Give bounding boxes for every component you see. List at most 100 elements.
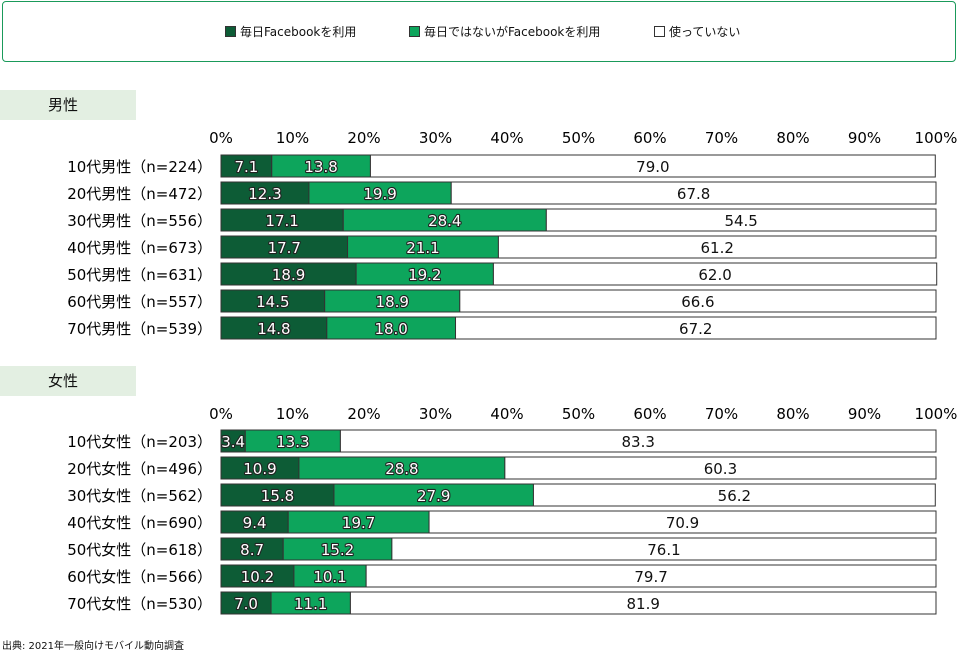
data-label: 13.8 bbox=[304, 158, 337, 176]
x-tick-label: 0% bbox=[209, 405, 233, 423]
category-label: 20代女性（n=496） bbox=[67, 460, 212, 478]
data-label: 67.2 bbox=[679, 320, 712, 338]
data-label: 10.1 bbox=[313, 568, 346, 586]
x-tick-label: 60% bbox=[633, 129, 666, 147]
data-label: 18.9 bbox=[272, 266, 305, 284]
bar-segment bbox=[391, 537, 937, 561]
data-label: 66.6 bbox=[681, 293, 714, 311]
data-label: 28.8 bbox=[385, 460, 418, 478]
data-label: 81.9 bbox=[627, 595, 660, 613]
data-label: 83.3 bbox=[621, 433, 654, 451]
category-label: 70代男性（n=539） bbox=[67, 320, 212, 338]
data-label: 12.3 bbox=[248, 185, 281, 203]
bar-segment bbox=[365, 564, 937, 588]
legend: 毎日Facebookを利用 毎日ではないがFacebookを利用 使っていない bbox=[2, 1, 956, 62]
panel-label-female: 女性 bbox=[0, 366, 136, 396]
category-label: 30代女性（n=562） bbox=[67, 487, 212, 505]
x-tick-label: 10% bbox=[276, 405, 309, 423]
x-tick-label: 60% bbox=[633, 405, 666, 423]
category-label: 50代女性（n=618） bbox=[67, 541, 212, 559]
x-tick-label: 70% bbox=[705, 129, 738, 147]
data-label: 17.1 bbox=[265, 212, 298, 230]
x-tick-label: 30% bbox=[419, 129, 452, 147]
legend-swatch-not-daily bbox=[409, 26, 420, 37]
x-tick-label: 90% bbox=[848, 129, 881, 147]
data-label: 15.8 bbox=[261, 487, 294, 505]
category-label: 60代男性（n=557） bbox=[67, 293, 212, 311]
legend-swatch-daily bbox=[225, 26, 236, 37]
bar-segment bbox=[450, 181, 937, 205]
data-label: 19.7 bbox=[342, 514, 375, 532]
category-label: 40代男性（n=673） bbox=[67, 239, 212, 257]
legend-label-not-used: 使っていない bbox=[669, 25, 741, 39]
data-label: 76.1 bbox=[647, 541, 680, 559]
x-tick-label: 70% bbox=[705, 405, 738, 423]
bar-segment bbox=[455, 316, 937, 340]
data-label: 7.1 bbox=[234, 158, 258, 176]
x-tick-label: 80% bbox=[776, 405, 809, 423]
data-label: 13.3 bbox=[276, 433, 309, 451]
data-label: 79.0 bbox=[636, 158, 669, 176]
x-tick-label: 30% bbox=[419, 405, 452, 423]
bar-segment bbox=[497, 235, 937, 259]
data-label: 27.9 bbox=[417, 487, 450, 505]
data-label: 60.3 bbox=[704, 460, 737, 478]
x-tick-label: 100% bbox=[915, 129, 958, 147]
bar-segment bbox=[349, 591, 937, 615]
x-tick-label: 20% bbox=[347, 405, 380, 423]
x-tick-label: 90% bbox=[848, 405, 881, 423]
data-label: 79.7 bbox=[634, 568, 667, 586]
x-tick-label: 10% bbox=[276, 129, 309, 147]
legend-swatch-not-used bbox=[654, 26, 665, 37]
data-label: 67.8 bbox=[677, 185, 710, 203]
data-label: 3.4 bbox=[221, 433, 245, 451]
bar-segment bbox=[369, 154, 936, 178]
bar-segment bbox=[459, 289, 937, 313]
legend-label-not-daily: 毎日ではないがFacebookを利用 bbox=[424, 25, 601, 39]
legend-item-not-used: 使っていない bbox=[654, 25, 740, 39]
data-label: 14.5 bbox=[256, 293, 289, 311]
category-label: 40代女性（n=690） bbox=[67, 514, 212, 532]
data-label: 61.2 bbox=[701, 239, 734, 257]
data-label: 10.9 bbox=[243, 460, 276, 478]
panel-label-male: 男性 bbox=[0, 90, 136, 120]
data-label: 54.5 bbox=[724, 212, 757, 230]
category-label: 50代男性（n=631） bbox=[67, 266, 212, 284]
x-tick-label: 80% bbox=[776, 129, 809, 147]
category-label: 10代男性（n=224） bbox=[67, 158, 212, 176]
legend-item-not-daily: 毎日ではないがFacebookを利用 bbox=[409, 25, 600, 39]
data-label: 18.9 bbox=[376, 293, 409, 311]
x-tick-label: 20% bbox=[347, 129, 380, 147]
data-label: 56.2 bbox=[718, 487, 751, 505]
bar-segment bbox=[504, 456, 937, 480]
data-label: 7.0 bbox=[234, 595, 258, 613]
category-label: 10代女性（n=203） bbox=[67, 433, 212, 451]
data-label: 19.2 bbox=[408, 266, 441, 284]
data-label: 70.9 bbox=[666, 514, 699, 532]
x-tick-label: 100% bbox=[915, 405, 958, 423]
category-label: 70代女性（n=530） bbox=[67, 595, 212, 613]
data-label: 17.7 bbox=[268, 239, 301, 257]
bar-segment bbox=[492, 262, 938, 286]
bar-segment bbox=[532, 483, 936, 507]
data-label: 10.2 bbox=[241, 568, 274, 586]
data-label: 11.1 bbox=[294, 595, 327, 613]
x-tick-label: 0% bbox=[209, 129, 233, 147]
bar-segment bbox=[428, 510, 937, 534]
x-tick-label: 50% bbox=[562, 405, 595, 423]
data-label: 28.4 bbox=[428, 212, 461, 230]
bar-segment bbox=[545, 208, 937, 232]
data-label: 8.7 bbox=[240, 541, 264, 559]
data-label: 62.0 bbox=[698, 266, 731, 284]
data-label: 15.2 bbox=[321, 541, 354, 559]
x-tick-label: 40% bbox=[490, 129, 523, 147]
x-tick-label: 50% bbox=[562, 129, 595, 147]
category-label: 30代男性（n=556） bbox=[67, 212, 212, 230]
source-note: 出典: 2021年一般向けモバイル動向調査 bbox=[2, 641, 184, 652]
category-label: 60代女性（n=566） bbox=[67, 568, 212, 586]
category-label: 20代男性（n=472） bbox=[67, 185, 212, 203]
x-tick-label: 40% bbox=[490, 405, 523, 423]
data-label: 18.0 bbox=[374, 320, 407, 338]
legend-label-daily: 毎日Facebookを利用 bbox=[240, 25, 357, 39]
